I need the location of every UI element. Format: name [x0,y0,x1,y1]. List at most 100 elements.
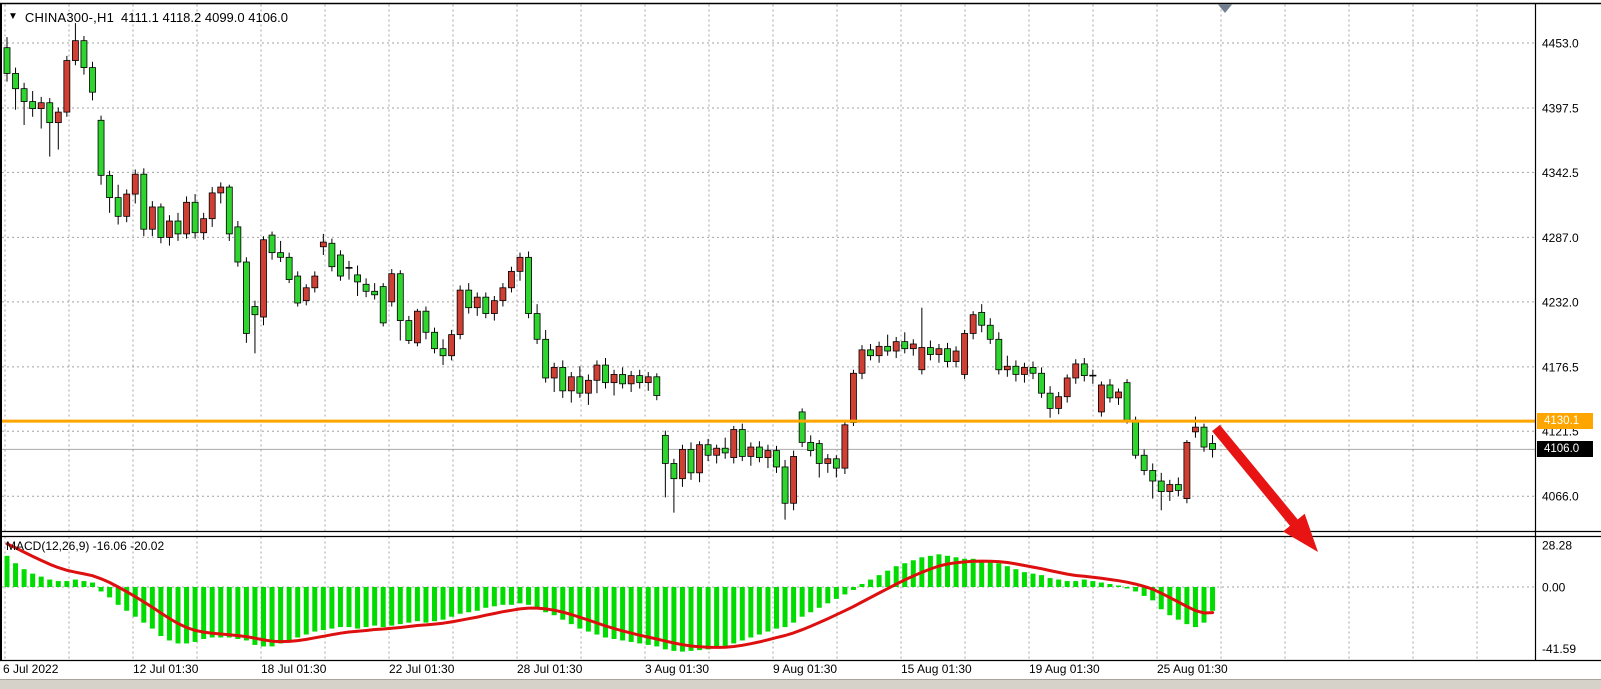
candle-body [499,287,507,302]
price-axis[interactable]: 4453.04397.54342.54287.04232.04176.54121… [1542,37,1579,504]
candle-body [242,261,250,334]
macd-bar [842,587,848,595]
macd-bar [243,587,249,641]
candle-body [653,376,661,396]
candle-body [285,256,293,280]
candle-body [448,334,456,357]
candle-body [388,273,396,303]
candle-body [319,241,327,248]
candle-body [431,331,438,350]
macd-bar [1167,587,1173,616]
macd-bar [483,587,489,608]
macd-bar [380,587,386,628]
macd-bar [996,563,1002,587]
candle-body [1046,392,1054,409]
macd-bar [1056,579,1062,587]
macd-bar [534,587,540,608]
candle-body [80,40,88,68]
candle-body [619,374,626,385]
macd-bar [1133,587,1139,592]
candle-body [867,349,874,357]
price-axis-label: 4397.5 [1542,101,1579,115]
candle-body [396,273,404,321]
time-axis-label: 3 Aug 01:30 [645,662,709,676]
macd-bar [945,555,950,587]
candle-body [593,364,601,381]
macd-bar [363,587,369,628]
macd-bar [705,587,711,650]
macd-bar [47,579,53,587]
macd-bar [303,587,309,635]
macd-bar [850,587,856,590]
macd-bar [791,587,797,623]
candle-body [721,447,729,454]
candle-body [627,375,635,385]
macd-bar [38,576,44,587]
candle-body [602,364,609,384]
candle-body [20,88,28,102]
time-axis[interactable]: 6 Jul 2022 12 Jul 01:30 18 Jul 01:30 22 Jul… [3,662,1228,676]
macd-bar [423,587,429,623]
candle-body [901,341,909,350]
candle-body [961,333,968,375]
macd-bar [936,554,942,587]
macd-bar [1107,584,1113,587]
macd-main-value: -16.06 [92,539,127,553]
candle-body [533,313,541,340]
macd-bar [671,587,677,651]
candle-body [37,102,45,109]
candle-body [790,456,797,504]
macd-axis[interactable]: 28.28 0.00 -41.59 [1542,539,1576,657]
candle-body [1149,470,1157,482]
candle-body [1038,372,1045,394]
shift-marker-icon[interactable] [1218,4,1232,14]
hline-price-tag[interactable]: 4130.1 [1537,413,1593,429]
macd-bar [107,587,113,598]
candle-body [473,296,481,309]
candle-body [807,441,815,451]
candle-body [670,463,678,480]
trend-arrow-annotation[interactable] [1212,424,1318,552]
candle-body [1157,480,1165,492]
arrow-shaft[interactable] [1212,424,1302,531]
macd-bar [833,587,839,599]
macd-bar [816,587,822,608]
candle-body [1166,484,1174,492]
macd-bar [1004,566,1010,587]
candle-body [969,314,977,334]
macd-bar [312,587,318,632]
candle-body [687,448,695,474]
candle-body [371,290,379,296]
time-axis-label: 15 Aug 01:30 [901,662,972,676]
candle-body [465,289,473,309]
macd-bar [902,563,908,587]
macd-bar [970,558,976,587]
price-axis-label: 4342.5 [1542,166,1579,180]
candle-body [140,173,148,230]
candle-body [661,434,669,464]
price-axis-label: 4232.0 [1542,295,1579,309]
macd-bar [782,587,788,628]
macd-bar [1116,585,1121,587]
arrow-head[interactable] [1283,513,1318,552]
candle-body [1115,391,1122,399]
candle-body [1021,367,1028,375]
candle-body [1132,419,1139,456]
candle-body [456,289,464,336]
macd-bar [491,587,497,607]
macd-bar [987,561,993,587]
candle-body [1080,363,1088,377]
candle-body [644,376,652,384]
candle-body [413,310,421,344]
symbol-timeframe-label: CHINA300-,H1 [24,9,115,25]
macd-signal-line [5,542,1215,649]
symbol-dropdown-icon[interactable]: ▼ [8,11,18,22]
macd-bar [64,581,70,587]
macd-bar [397,587,403,625]
candle-body [995,338,1003,371]
candle-body [781,466,789,504]
macd-bar [1047,578,1053,587]
candle-body [832,458,840,469]
